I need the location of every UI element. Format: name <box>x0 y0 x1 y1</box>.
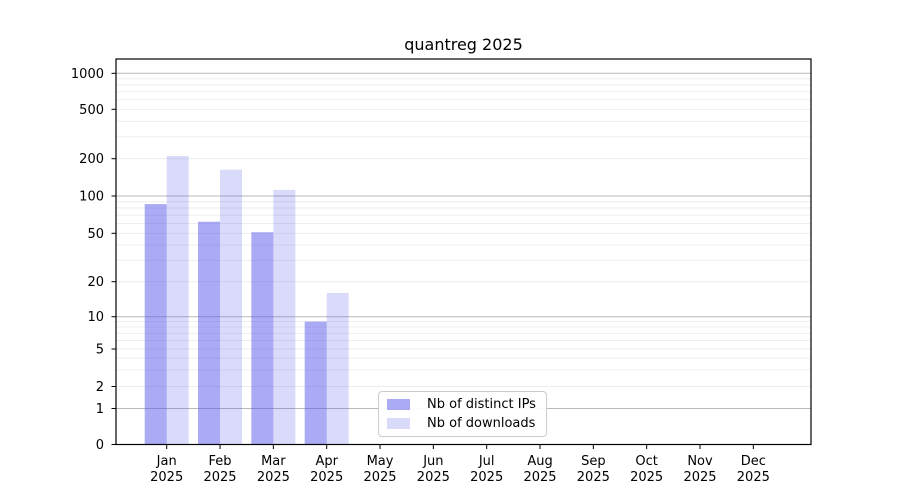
legend-label-distinct-ips: Nb of distinct IPs <box>427 397 536 412</box>
bar-distinct-ips-feb <box>198 221 221 445</box>
x-tick-label-year: 2025 <box>257 470 290 485</box>
x-tick-label-month: Oct <box>635 454 657 469</box>
x-tick-label-year: 2025 <box>737 470 770 485</box>
x-tick-label-month: Mar <box>261 454 286 469</box>
chart-title: quantreg 2025 <box>404 35 523 54</box>
y-tick-label: 50 <box>87 227 104 242</box>
legend-item-downloads: Nb of downloads <box>387 417 538 430</box>
y-tick-label: 500 <box>79 103 104 118</box>
y-tick-label: 200 <box>79 152 104 167</box>
y-tick-label: 10 <box>87 310 104 325</box>
plot-border <box>115 58 812 446</box>
bar-downloads-feb <box>220 169 243 445</box>
x-tick-label-month: Apr <box>315 454 338 469</box>
bar-downloads-mar <box>273 189 296 445</box>
x-tick-label-year: 2025 <box>577 470 610 485</box>
y-tick-label: 5 <box>96 343 104 358</box>
x-tick-label-month: Dec <box>741 454 766 469</box>
y-tick-label: 1 <box>96 402 104 417</box>
y-tick-label: 0 <box>96 438 104 453</box>
x-tick-label-year: 2025 <box>470 470 503 485</box>
x-tick-label-year: 2025 <box>630 470 663 485</box>
x-tick-label-year: 2025 <box>363 470 396 485</box>
legend-swatch-downloads <box>387 418 410 429</box>
x-tick-label-year: 2025 <box>523 470 556 485</box>
legend-label-downloads: Nb of downloads <box>427 416 536 431</box>
bar-downloads-apr <box>326 292 349 445</box>
x-tick-label-year: 2025 <box>150 470 183 485</box>
x-tick-label-month: Sep <box>581 454 606 469</box>
y-tick-label: 20 <box>87 275 104 290</box>
x-tick-label-year: 2025 <box>417 470 450 485</box>
bar-distinct-ips-mar <box>251 232 274 445</box>
legend-item-distinct-ips: Nb of distinct IPs <box>387 398 538 411</box>
y-tick-label: 2 <box>96 380 104 395</box>
bar-distinct-ips-jan <box>144 204 167 445</box>
x-tick-label-year: 2025 <box>683 470 716 485</box>
x-tick-label-month: Jun <box>422 454 443 469</box>
x-tick-label-month: Jul <box>478 454 495 469</box>
bar-downloads-jan <box>166 156 189 445</box>
legend-swatch-distinct-ips <box>387 399 410 410</box>
x-tick-label-year: 2025 <box>310 470 343 485</box>
x-tick-label-month: Aug <box>527 454 552 469</box>
bar-distinct-ips-apr <box>304 321 327 445</box>
x-tick-label-month: Feb <box>209 454 232 469</box>
x-tick-label-year: 2025 <box>203 470 236 485</box>
legend: Nb of distinct IPs Nb of downloads <box>378 391 547 437</box>
x-tick-label-month: Nov <box>687 454 713 469</box>
y-tick-label: 100 <box>79 190 104 205</box>
x-tick-label-month: Jan <box>156 454 177 469</box>
x-tick-label-month: May <box>367 454 394 469</box>
y-tick-label: 1000 <box>71 67 104 82</box>
